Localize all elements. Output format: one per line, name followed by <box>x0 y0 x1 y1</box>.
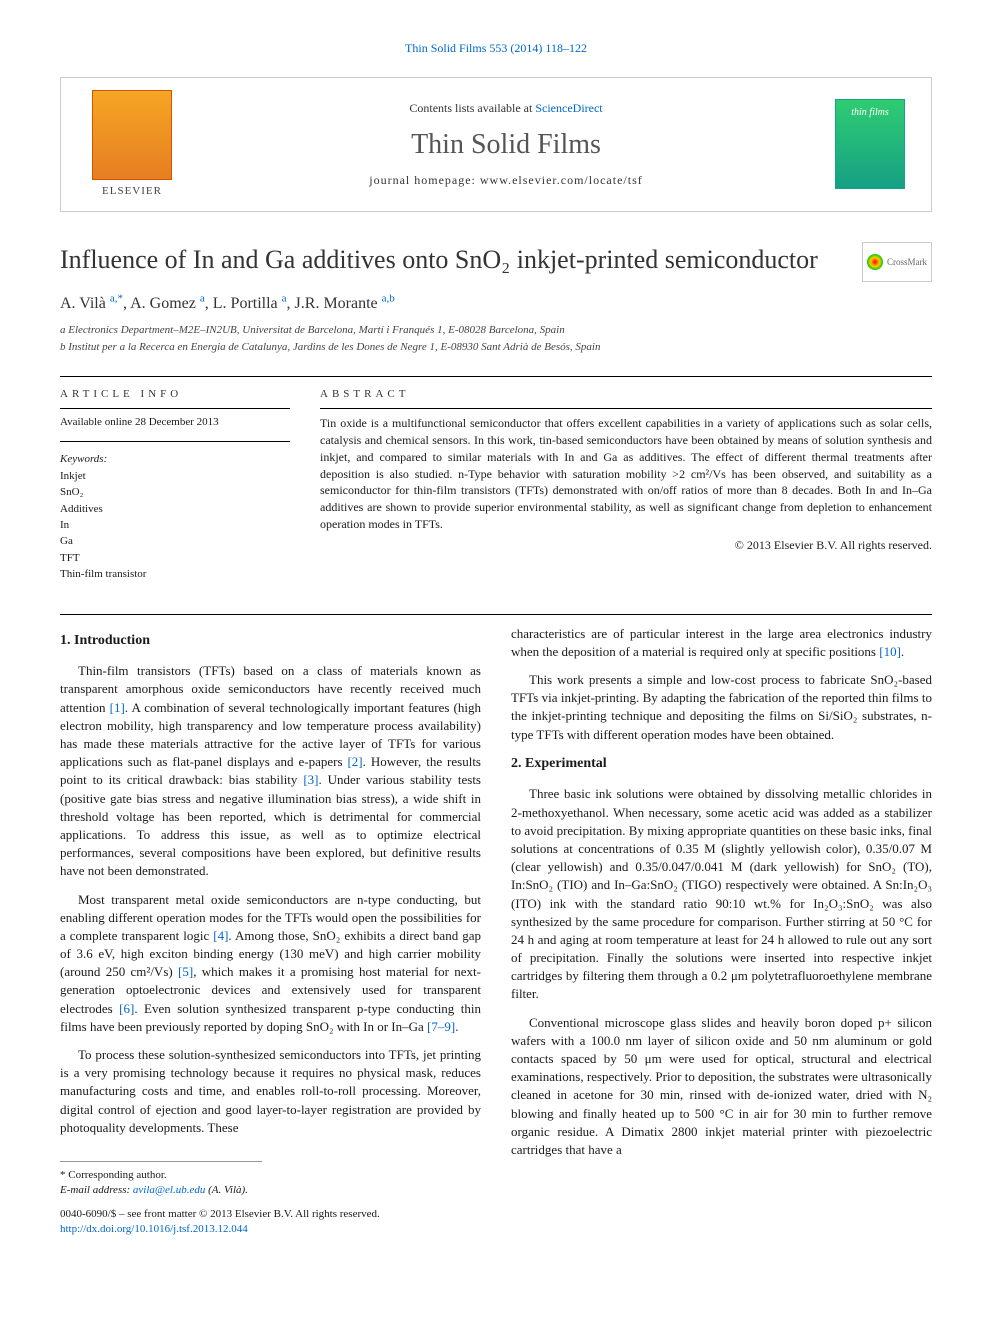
abstract-copyright: © 2013 Elsevier B.V. All rights reserved… <box>320 537 932 554</box>
abstract-body: Tin oxide is a multifunctional semicondu… <box>320 408 932 533</box>
article-info-heading: ARTICLE INFO <box>60 387 290 402</box>
authors-line: A. Vilà a,*, A. Gomez a, L. Portilla a, … <box>60 293 932 315</box>
exp-para-1: Three basic ink solutions were obtained … <box>511 785 932 1003</box>
ref-link[interactable]: [10] <box>879 644 901 659</box>
corresponding-author-label: * Corresponding author. <box>60 1168 262 1183</box>
header-citation[interactable]: Thin Solid Films 553 (2014) 118–122 <box>60 40 932 57</box>
abstract-block: ABSTRACT Tin oxide is a multifunctional … <box>320 387 932 584</box>
available-online-line: Available online 28 December 2013 <box>60 408 290 430</box>
journal-cover-icon: thin films <box>835 99 905 189</box>
contents-lists-line: Contents lists available at ScienceDirec… <box>187 100 825 117</box>
keywords-label: Keywords: <box>60 452 290 467</box>
affiliation-b: b Institut per a la Recerca en Energia d… <box>60 340 932 355</box>
elsevier-tree-logo <box>92 90 172 180</box>
email-line: E-mail address: avila@el.ub.edu (A. Vilà… <box>60 1183 262 1198</box>
keyword: In <box>60 518 290 533</box>
divider-rule-2 <box>60 614 932 615</box>
sciencedirect-link[interactable]: ScienceDirect <box>535 101 602 115</box>
ref-link[interactable]: [3] <box>303 772 318 787</box>
intro-para-1: Thin-film transistors (TFTs) based on a … <box>60 662 481 880</box>
crossmark-badge[interactable]: CrossMark <box>862 242 932 282</box>
intro-para-4: characteristics are of particular intere… <box>511 625 932 661</box>
ref-link[interactable]: [7–9] <box>427 1019 455 1034</box>
keyword: Ga <box>60 534 290 549</box>
intro-para-2: Most transparent metal oxide semiconduct… <box>60 891 481 1037</box>
elsevier-label: ELSEVIER <box>102 184 162 199</box>
journal-banner: ELSEVIER Contents lists available at Sci… <box>60 77 932 212</box>
doi-link[interactable]: http://dx.doi.org/10.1016/j.tsf.2013.12.… <box>60 1222 481 1237</box>
keyword: TFT <box>60 551 290 566</box>
affiliation-a: a Electronics Department–M2E–IN2UB, Univ… <box>60 323 932 338</box>
affiliations: a Electronics Department–M2E–IN2UB, Univ… <box>60 323 932 356</box>
keyword: Thin-film transistor <box>60 567 290 582</box>
intro-para-5: This work presents a simple and low-cost… <box>511 671 932 744</box>
journal-cover-block: thin films <box>825 99 915 189</box>
body-columns: 1. Introduction Thin-film transistors (T… <box>60 625 932 1238</box>
info-abstract-row: ARTICLE INFO Available online 28 Decembe… <box>60 387 932 584</box>
email-link[interactable]: avila@el.ub.edu <box>133 1184 205 1196</box>
journal-homepage: journal homepage: www.elsevier.com/locat… <box>187 172 825 189</box>
info-inner-rule <box>60 441 290 442</box>
contents-prefix: Contents lists available at <box>409 101 535 115</box>
exp-para-2: Conventional microscope glass slides and… <box>511 1014 932 1160</box>
ref-link[interactable]: [5] <box>178 964 193 979</box>
ref-link[interactable]: [1] <box>110 700 125 715</box>
intro-para-3: To process these solution-synthesized se… <box>60 1046 481 1137</box>
footnote-block: * Corresponding author. E-mail address: … <box>60 1161 262 1199</box>
right-column: characteristics are of particular intere… <box>511 625 932 1238</box>
divider-rule <box>60 376 932 377</box>
publisher-block: ELSEVIER <box>77 90 187 199</box>
crossmark-icon <box>867 254 883 270</box>
experimental-heading: 2. Experimental <box>511 754 932 774</box>
ref-link[interactable]: [4] <box>213 928 228 943</box>
left-column: 1. Introduction Thin-film transistors (T… <box>60 625 481 1238</box>
keyword: SnO₂ <box>60 485 290 500</box>
banner-center: Contents lists available at ScienceDirec… <box>187 100 825 189</box>
article-title: Influence of In and Ga additives onto Sn… <box>60 242 932 278</box>
ref-link[interactable]: [6] <box>119 1001 134 1016</box>
crossmark-label: CrossMark <box>887 256 927 269</box>
keyword: Additives <box>60 502 290 517</box>
article-info-block: ARTICLE INFO Available online 28 Decembe… <box>60 387 290 584</box>
introduction-heading: 1. Introduction <box>60 631 481 651</box>
keyword: Inkjet <box>60 469 290 484</box>
journal-title: Thin Solid Films <box>187 125 825 164</box>
front-matter-line: 0040-6090/$ – see front matter © 2013 El… <box>60 1207 481 1222</box>
ref-link[interactable]: [2] <box>347 754 362 769</box>
abstract-heading: ABSTRACT <box>320 387 932 402</box>
keywords-list: InkjetSnO₂ AdditivesInGa TFTThin-film tran… <box>60 469 290 583</box>
email-author-name: (A. Vilà). <box>205 1184 248 1196</box>
email-label: E-mail address: <box>60 1184 133 1196</box>
